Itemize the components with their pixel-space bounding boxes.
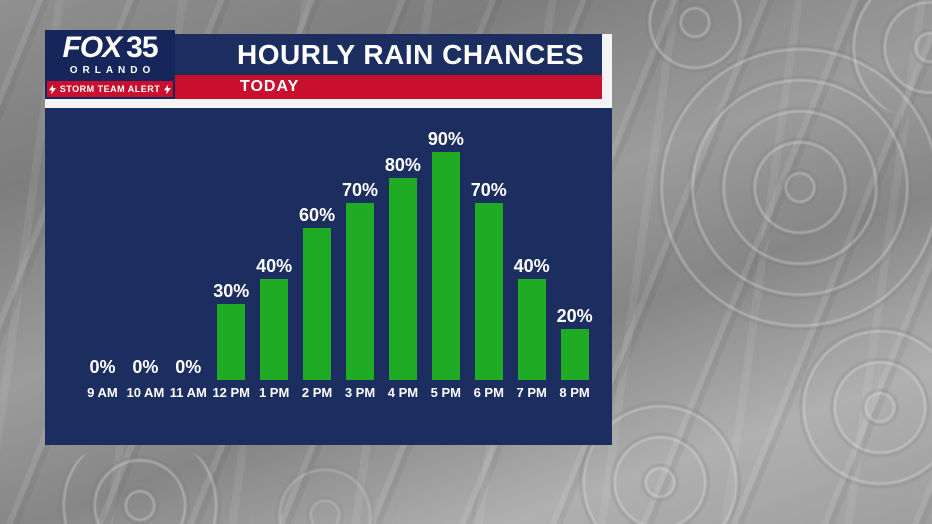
fox35-logo: FOX 35 ORLANDO STORM TEAM ALERT <box>45 30 175 99</box>
bar-value-label: 80% <box>384 155 421 175</box>
bar-area: 60% <box>296 108 339 380</box>
bar-value-label: 40% <box>256 256 293 276</box>
chart-column: 70% 6 PM <box>467 108 510 403</box>
ripple-decoration <box>785 325 932 490</box>
bar-area: 40% <box>510 108 553 380</box>
bar-value-label: 40% <box>513 256 550 276</box>
rain-chance-bar <box>217 304 246 380</box>
rain-chance-bar <box>431 152 460 380</box>
bar-value-label: 30% <box>213 281 250 301</box>
time-label: 1 PM <box>258 385 290 400</box>
chart-column: 60% 2 PM <box>296 108 339 403</box>
time-label: 10 AM <box>126 385 165 400</box>
bar-area: 80% <box>381 108 424 380</box>
ripple-decoration <box>630 0 760 80</box>
time-label: 4 PM <box>387 385 419 400</box>
time-label: 12 PM <box>212 385 251 400</box>
bar-value-label: 70% <box>341 180 378 200</box>
chart-column: 90% 5 PM <box>424 108 467 403</box>
ripple-decoration <box>635 35 932 340</box>
subtitle-bar: TODAY <box>175 75 602 99</box>
bar-area: 20% <box>553 108 596 380</box>
time-label: 11 AM <box>169 385 207 400</box>
rain-chance-bar <box>517 279 546 380</box>
bar-area: 70% <box>339 108 382 380</box>
ripple-decoration <box>250 455 400 524</box>
bar-value-label: 70% <box>470 180 507 200</box>
storm-team-alert-banner: STORM TEAM ALERT <box>47 81 173 97</box>
fox35-wordmark: FOX 35 <box>45 32 175 64</box>
lightning-bolt-icon <box>164 84 172 94</box>
bar-area: 0% <box>124 108 167 380</box>
bar-area: 70% <box>467 108 510 380</box>
header-bottom-strip <box>45 99 612 108</box>
rain-chance-bar <box>345 203 374 380</box>
ripple-decoration <box>845 0 932 120</box>
time-label: 9 AM <box>87 385 118 400</box>
chart-column: 0% 10 AM <box>124 108 167 403</box>
bar-value-label: 0% <box>132 357 159 377</box>
header-right-strip <box>602 34 612 99</box>
bar-area: 90% <box>424 108 467 380</box>
fox-wordmark: FOX <box>62 31 122 64</box>
chart-column: 40% 7 PM <box>510 108 553 403</box>
chart-column: 0% 11 AM <box>167 108 210 403</box>
chart-column: 40% 1 PM <box>253 108 296 403</box>
chart-column: 80% 4 PM <box>381 108 424 403</box>
title-bar: HOURLY RAIN CHANCES <box>175 34 602 75</box>
bar-value-label: 90% <box>427 129 464 149</box>
ripple-decoration <box>55 438 225 524</box>
time-label: 2 PM <box>301 385 333 400</box>
alert-banner-label: STORM TEAM ALERT <box>59 84 161 94</box>
hourly-rain-chart: 0% 9 AM 0% 10 AM 0% 11 AM 30% 12 PM 40% 1 PM 60% 2 … <box>81 108 596 403</box>
chart-column: 30% 12 PM <box>210 108 253 403</box>
page-title: HOURLY RAIN CHANCES <box>237 38 585 70</box>
station-number: 35 <box>126 31 158 64</box>
time-label: 5 PM <box>430 385 461 400</box>
rain-chance-bar <box>303 228 332 380</box>
station-city: ORLANDO <box>69 65 156 76</box>
rain-chance-bar <box>260 279 289 380</box>
bar-value-label: 60% <box>299 205 336 225</box>
bar-value-label: 20% <box>556 306 593 326</box>
chart-column: 20% 8 PM <box>553 108 596 403</box>
bar-area: 0% <box>167 108 210 380</box>
rain-chance-bar <box>474 203 503 380</box>
rain-chance-bar <box>560 329 589 380</box>
time-label: 7 PM <box>516 385 547 400</box>
bar-value-label: 0% <box>89 357 116 377</box>
lightning-bolt-icon <box>48 84 56 94</box>
time-label: 8 PM <box>559 385 590 400</box>
chart-column: 70% 3 PM <box>339 108 382 403</box>
time-label: 6 PM <box>473 385 504 400</box>
subtitle-label: TODAY <box>240 78 300 95</box>
chart-panel: 0% 9 AM 0% 10 AM 0% 11 AM 30% 12 PM 40% 1 PM 60% 2 … <box>45 108 612 445</box>
time-label: 3 PM <box>344 385 376 400</box>
rain-chance-bar <box>388 178 417 380</box>
bar-area: 30% <box>210 108 253 380</box>
bar-area: 0% <box>81 108 124 380</box>
chart-column: 0% 9 AM <box>81 108 124 403</box>
bar-value-label: 0% <box>175 357 202 377</box>
bar-area: 40% <box>253 108 296 380</box>
